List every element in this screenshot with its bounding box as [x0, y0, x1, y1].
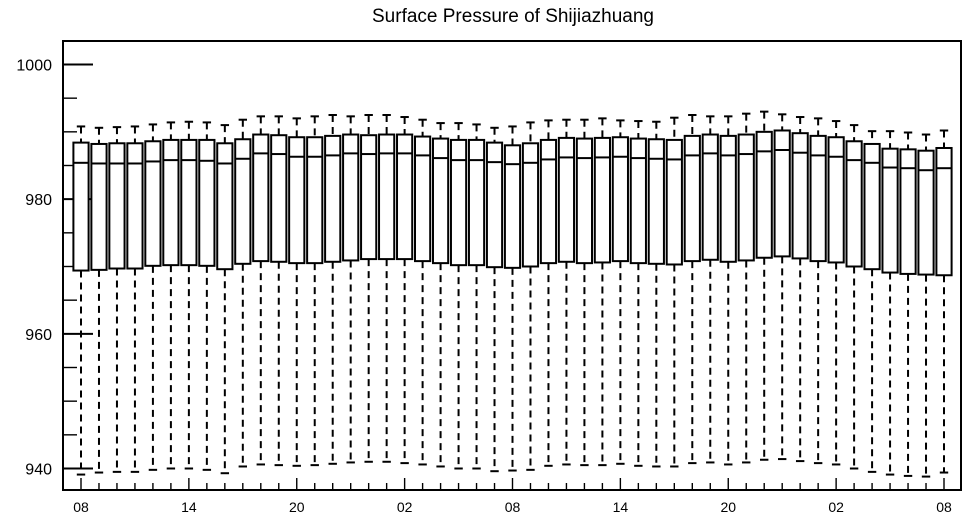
box-36: [719, 115, 737, 466]
box-7: [198, 121, 216, 471]
box-16: [360, 114, 378, 463]
box-series: [72, 110, 953, 478]
box-18: [396, 116, 414, 465]
box-29: [593, 117, 611, 467]
box-17: [378, 114, 396, 463]
box-45: [881, 130, 899, 476]
box-iqr: [180, 138, 198, 267]
box-15: [342, 115, 360, 464]
box-5: [162, 121, 180, 470]
box-1: [90, 126, 108, 474]
box-13: [306, 115, 324, 467]
box-2: [108, 126, 126, 473]
box-iqr: [791, 132, 809, 260]
box-46: [899, 131, 917, 477]
box-0: [72, 125, 90, 476]
box-48: [935, 129, 953, 474]
box-8: [216, 124, 234, 475]
x-tick-label: 14: [613, 499, 629, 515]
box-3: [126, 125, 144, 473]
box-14: [324, 114, 342, 465]
y-tick-label: 940: [25, 462, 52, 479]
y-axis: 940 960 980 1000: [16, 58, 93, 479]
box-28: [575, 118, 594, 467]
box-21: [449, 122, 468, 470]
box-iqr: [755, 130, 773, 259]
x-tick-label: 02: [397, 499, 413, 515]
box-iqr: [144, 140, 162, 267]
box-37: [737, 112, 755, 464]
box-41: [809, 117, 827, 465]
box-25: [521, 121, 540, 471]
box-19: [414, 118, 432, 466]
box-30: [611, 119, 629, 465]
box-iqr: [126, 142, 144, 270]
box-27: [557, 118, 576, 466]
box-6: [180, 120, 198, 470]
box-iqr: [108, 142, 126, 270]
x-tick-label: 08: [505, 499, 521, 515]
y-tick-label: 960: [25, 327, 52, 344]
box-9: [234, 118, 252, 468]
box-12: [288, 117, 306, 467]
box-11: [270, 115, 288, 467]
x-axis: 08 14 20 02 08 14 20 02 08: [73, 478, 952, 515]
box-iqr: [449, 138, 468, 267]
box-26: [539, 119, 558, 467]
box-24: [503, 125, 522, 472]
box-31: [629, 120, 647, 467]
box-iqr: [935, 146, 953, 277]
x-tick-label: 08: [73, 499, 89, 515]
box-34: [683, 114, 701, 465]
box-39: [773, 113, 791, 461]
box-iqr: [665, 138, 683, 266]
box-44: [863, 130, 881, 473]
y-tick-label: 980: [25, 192, 52, 209]
box-iqr: [72, 141, 90, 272]
box-47: [917, 133, 935, 478]
chart-title: Surface Pressure of Shijiazhuang: [372, 6, 654, 27]
x-tick-label: 02: [828, 499, 844, 515]
box-iqr: [521, 142, 540, 268]
box-40: [791, 116, 809, 463]
y-tick-label: 1000: [16, 58, 52, 75]
box-32: [647, 120, 665, 468]
box-4: [144, 123, 162, 471]
x-tick-label: 20: [720, 499, 736, 515]
box-iqr: [539, 138, 558, 265]
box-iqr: [198, 138, 216, 267]
box-iqr: [216, 142, 234, 271]
box-35: [701, 115, 719, 464]
box-iqr: [467, 138, 486, 267]
box-23: [485, 126, 504, 473]
box-10: [252, 115, 270, 466]
box-22: [467, 123, 486, 470]
box-42: [827, 120, 845, 466]
x-tick-label: 14: [181, 499, 197, 515]
box-38: [755, 110, 773, 461]
x-tick-label: 08: [936, 499, 952, 515]
box-33: [665, 116, 683, 468]
box-20: [431, 122, 450, 468]
box-43: [845, 124, 863, 470]
x-tick-label: 20: [289, 499, 305, 515]
box-iqr: [162, 138, 180, 267]
